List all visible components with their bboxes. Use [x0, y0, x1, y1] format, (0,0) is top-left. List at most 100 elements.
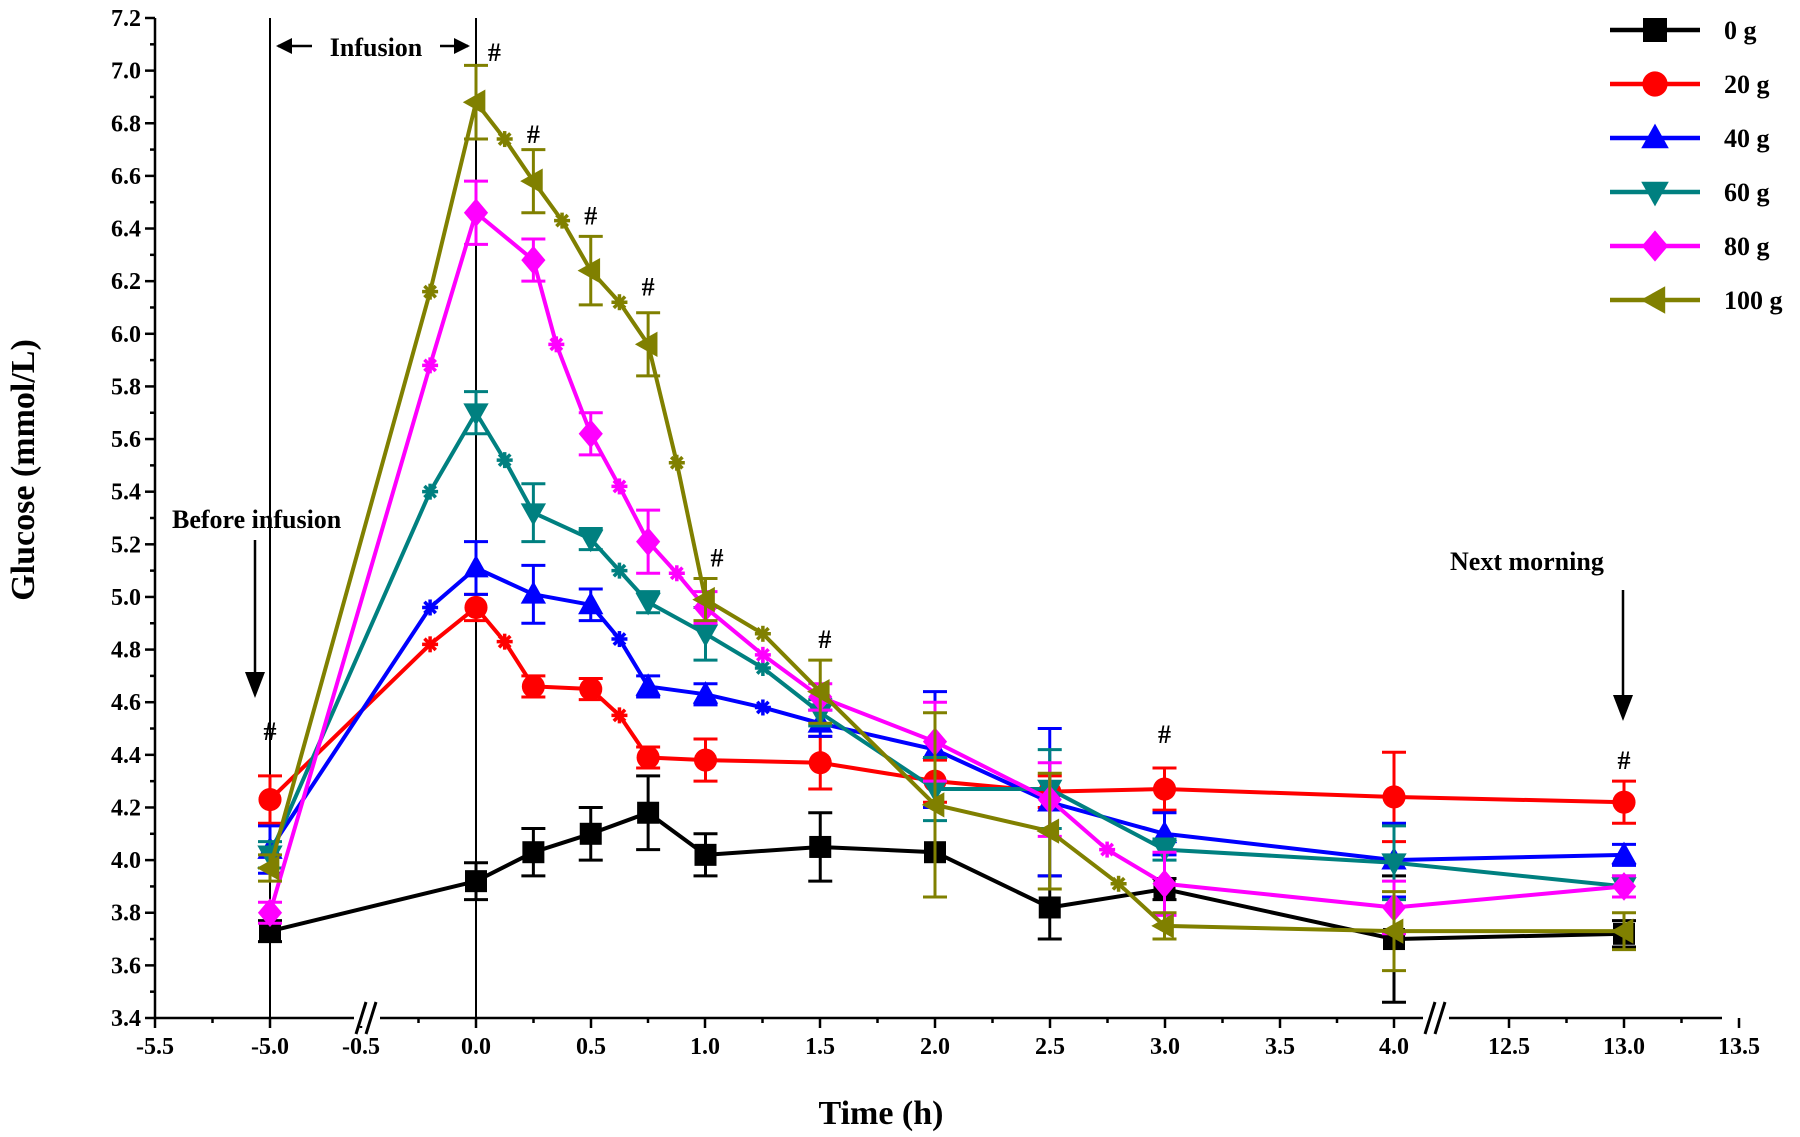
- data-point: [1610, 918, 1634, 944]
- next-morning-label: Next morning: [1450, 547, 1604, 576]
- data-point: [462, 89, 486, 115]
- series-line: [268, 605, 1625, 805]
- x-tick-label: 3.5: [1265, 1034, 1295, 1060]
- series-line: [268, 210, 1625, 914]
- legend-item: 100 g: [1610, 286, 1783, 315]
- significance-mark: #: [527, 120, 540, 149]
- infusion-point: [611, 631, 628, 648]
- infusion-label: Infusion: [330, 33, 423, 62]
- legend-label: 100 g: [1724, 286, 1783, 315]
- data-point: [807, 679, 830, 705]
- data-point: [259, 920, 281, 943]
- data-point: [521, 245, 546, 275]
- data-point: [1151, 820, 1178, 844]
- significance-mark: #: [488, 38, 501, 67]
- significance-mark: #: [642, 272, 655, 301]
- significance-marks: # # # # # # # # #: [264, 38, 1631, 775]
- infusion-point: [611, 707, 628, 724]
- y-tick-label: 5.0: [111, 585, 141, 611]
- infusion-point: [422, 357, 439, 374]
- data-point: [1152, 869, 1177, 899]
- before-infusion-arrow-head: [245, 672, 265, 698]
- y-tick-label: 6.4: [111, 217, 141, 243]
- infusion-label-bg: [312, 28, 440, 62]
- data-point: [921, 792, 945, 818]
- data-point: [463, 198, 489, 228]
- annotations: Infusion Before infusion Next morning: [172, 18, 1633, 1018]
- data-point: [1382, 785, 1406, 809]
- data-point: [522, 841, 545, 864]
- data-point: [257, 898, 283, 928]
- y-tick-label: 5.6: [111, 427, 141, 453]
- data-point: [1036, 818, 1060, 844]
- y-tick-label: 5.4: [111, 480, 141, 506]
- legend-marker: [1640, 286, 1666, 314]
- data-point: [692, 624, 719, 647]
- data-point: [578, 591, 604, 615]
- data-point: [465, 870, 487, 893]
- data-point: [1380, 918, 1404, 944]
- infusion-point: [548, 336, 565, 353]
- axis-break-mark: [364, 1001, 378, 1035]
- legend-item: 0 g: [1610, 16, 1757, 45]
- x-tick-label: 1.5: [805, 1034, 835, 1060]
- x-tick-label: 3.0: [1150, 1034, 1180, 1060]
- data-point: [635, 592, 661, 616]
- data-point: [694, 843, 717, 866]
- x-tick-label: 13.0: [1603, 1034, 1645, 1060]
- data-point: [692, 586, 715, 613]
- next-morning-arrow-head: [1613, 695, 1633, 721]
- legend-marker: [1643, 18, 1667, 42]
- x-tick-label: 12.5: [1488, 1034, 1530, 1060]
- y-tick-label: 3.6: [111, 953, 141, 979]
- x-tick-label: 0.5: [576, 1034, 606, 1060]
- infusion-point: [496, 131, 513, 148]
- data-point: [1381, 853, 1407, 876]
- series-20g: [258, 592, 1636, 844]
- significance-mark: #: [1618, 746, 1631, 775]
- data-point: [634, 331, 658, 357]
- infusion-point: [754, 646, 771, 663]
- x-tick-label: 2.5: [1035, 1034, 1065, 1060]
- infusion-point: [1099, 841, 1116, 858]
- data-point: [693, 748, 718, 772]
- y-tick-label: 6.8: [111, 111, 141, 137]
- data-point: [578, 529, 604, 553]
- infusion-point: [422, 636, 439, 653]
- infusion-point: [754, 699, 771, 716]
- infusion-point: [554, 212, 571, 229]
- x-tick-label: -0.5: [342, 1034, 380, 1060]
- infusion-point: [496, 633, 513, 650]
- legend-item: 40 g: [1610, 123, 1770, 153]
- x-tick-label: 0.0: [461, 1034, 491, 1060]
- plot-frame: [153, 18, 1722, 1020]
- legend-label: 0 g: [1724, 16, 1757, 45]
- series-60g: [257, 390, 1637, 902]
- y-tick-label: 3.4: [111, 1006, 141, 1032]
- series-layer: [256, 63, 1637, 1004]
- y-tick-label: 6.6: [111, 164, 141, 190]
- legend-label: 40 g: [1724, 124, 1770, 153]
- y-tick-label: 4.2: [111, 795, 141, 821]
- y-tick-label: 4.6: [111, 690, 141, 716]
- infusion-point: [496, 452, 513, 469]
- x-tick-label: 2.0: [920, 1034, 950, 1060]
- legend-item: 60 g: [1610, 178, 1770, 207]
- y-tick-label: 5.8: [111, 374, 141, 400]
- axis-ticks: 3.4 3.6 3.8 4.0 4.2 4.4 4.6 4.8 5.0 5.2 5.4 5.6 5.8 6…: [111, 6, 1760, 1060]
- infusion-point: [668, 565, 685, 582]
- axis-titles: Time (h) Glucose (mmol/L): [5, 339, 943, 1132]
- x-tick-label: 13.5: [1718, 1034, 1760, 1060]
- data-point: [258, 788, 282, 812]
- data-point: [521, 674, 545, 698]
- legend-item: 80 g: [1610, 230, 1770, 262]
- infusion-point: [611, 478, 628, 495]
- series-100g: [256, 63, 1636, 973]
- series-line: [268, 410, 1625, 889]
- x-tick-label: -5.0: [251, 1034, 289, 1060]
- data-point: [256, 855, 280, 881]
- y-tick-label: 7.0: [111, 59, 141, 85]
- data-point: [520, 168, 543, 194]
- infusion-point: [611, 562, 628, 579]
- y-tick-label: 4.0: [111, 848, 141, 874]
